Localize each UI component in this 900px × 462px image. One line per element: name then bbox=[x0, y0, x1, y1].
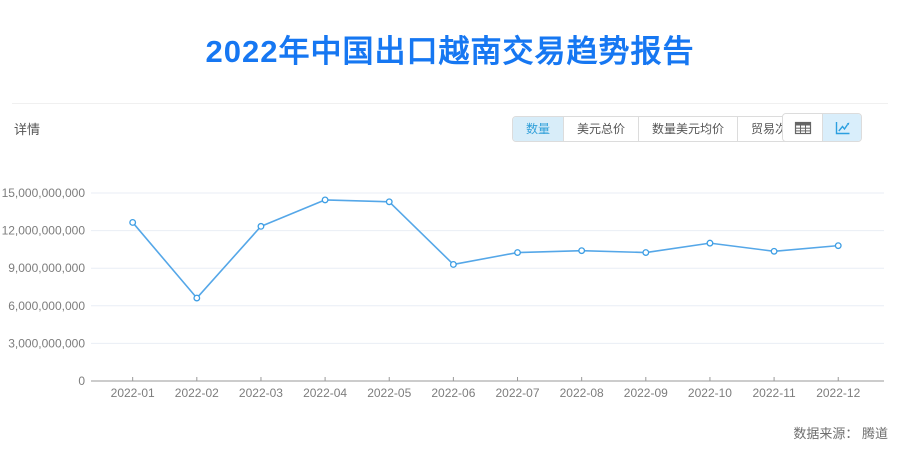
y-axis-label: 12,000,000,000 bbox=[2, 224, 86, 238]
trend-chart-container: 0 3,000,000,000 6,000,000,000 9,000,000,000… bbox=[0, 150, 900, 420]
data-point[interactable] bbox=[834, 242, 842, 250]
data-point[interactable] bbox=[578, 247, 586, 255]
x-axis-label: 2022-09 bbox=[624, 386, 668, 400]
tab-quantity[interactable]: 数量 bbox=[513, 117, 564, 141]
data-point[interactable] bbox=[770, 247, 778, 255]
y-axis-label: 0 bbox=[78, 374, 85, 388]
x-axis-label: 2022-08 bbox=[560, 386, 604, 400]
y-axis-label: 15,000,000,000 bbox=[2, 186, 86, 200]
header-divider bbox=[12, 103, 888, 104]
section-label: 详情 bbox=[14, 122, 41, 137]
x-axis-label: 2022-01 bbox=[111, 386, 155, 400]
data-source-label: 数据来源： 腾道 bbox=[793, 426, 888, 441]
x-axis-label: 2022-06 bbox=[431, 386, 475, 400]
data-point[interactable] bbox=[449, 260, 457, 268]
y-axis-label: 9,000,000,000 bbox=[8, 261, 85, 275]
x-axis-label: 2022-04 bbox=[303, 386, 347, 400]
data-point[interactable] bbox=[642, 249, 650, 256]
trend-chart: 0 3,000,000,000 6,000,000,000 9,000,000,000… bbox=[2, 186, 884, 400]
page-title: 2022年中国出口越南交易趋势报告 bbox=[205, 34, 695, 69]
data-point[interactable] bbox=[514, 249, 521, 256]
x-axis-label: 2022-12 bbox=[816, 386, 860, 400]
tab-quantity-usd-avg-price[interactable]: 数量美元均价 bbox=[638, 117, 738, 141]
data-point[interactable] bbox=[706, 239, 714, 247]
line-chart-icon bbox=[835, 121, 850, 134]
metric-tab-group: 数量 美元总价 数量美元均价 贸易次数 bbox=[512, 116, 814, 142]
x-axis-label: 2022-07 bbox=[495, 386, 539, 400]
table-icon bbox=[794, 121, 811, 134]
table-view-button[interactable] bbox=[783, 114, 822, 141]
x-axis-label: 2022-05 bbox=[367, 386, 411, 400]
data-point[interactable] bbox=[385, 198, 393, 206]
view-toggle-group bbox=[782, 113, 862, 142]
x-axis-label: 2022-10 bbox=[688, 386, 732, 400]
y-axis-label: 3,000,000,000 bbox=[8, 336, 85, 350]
x-axis-label: 2022-03 bbox=[239, 386, 283, 400]
x-axis-label: 2022-02 bbox=[175, 386, 219, 400]
tab-usd-total-price[interactable]: 美元总价 bbox=[563, 117, 639, 141]
x-axis-label: 2022-11 bbox=[753, 386, 796, 400]
data-point[interactable] bbox=[321, 196, 329, 204]
chart-view-button[interactable] bbox=[822, 114, 861, 141]
data-point[interactable] bbox=[257, 222, 265, 230]
data-point[interactable] bbox=[129, 219, 137, 226]
data-point[interactable] bbox=[193, 294, 201, 302]
trend-line bbox=[131, 199, 840, 299]
y-axis-label: 6,000,000,000 bbox=[8, 299, 85, 313]
